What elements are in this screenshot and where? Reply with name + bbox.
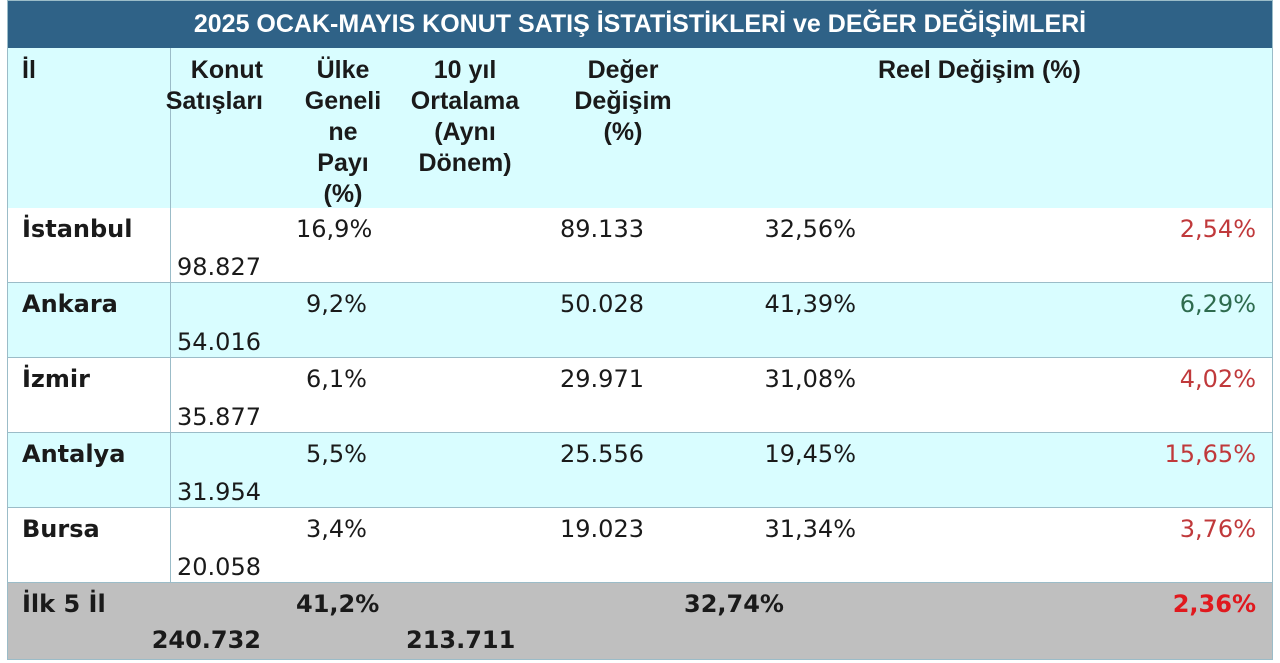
- cell-il: İstanbul: [22, 215, 133, 243]
- cell-ortalama: 50.028: [560, 290, 644, 318]
- column-divider: [170, 433, 171, 507]
- cell-reel: 4,02%: [1179, 365, 1256, 393]
- table-row: Antalya 31.954 5,5% 25.556 19,45% 15,65%: [8, 433, 1272, 508]
- cell-deger: 31,08%: [764, 365, 856, 393]
- table-row: İstanbul 98.827 16,9% 89.133 32,56% 2,54…: [8, 208, 1272, 283]
- cell-konut: 54.016: [177, 328, 261, 356]
- cell-konut: 35.877: [177, 403, 261, 431]
- header-ulke-geneli-payi: Ülke Geneli ne Payı (%): [304, 56, 382, 208]
- stats-table: 2025 OCAK-MAYIS KONUT SATIŞ İSTATİSTİKLE…: [7, 0, 1273, 660]
- cell-il: Bursa: [22, 515, 100, 543]
- header-10-yil-ortalama: 10 yıl Ortalama (Aynı Dönem): [410, 56, 520, 177]
- cell-reel: 3,76%: [1179, 515, 1256, 543]
- cell-deger: 19,45%: [764, 440, 856, 468]
- cell-deger: 41,39%: [764, 290, 856, 318]
- cell-deger: 32,56%: [764, 215, 856, 243]
- table-row: Ankara 54.016 9,2% 50.028 41,39% 6,29%: [8, 283, 1272, 358]
- header-konut-satislari: Konut Satışları: [165, 56, 263, 115]
- header-deger-degisim: Değer Değişim (%): [574, 56, 672, 146]
- total-pay: 41,2%: [296, 590, 380, 618]
- cell-pay: 16,9%: [296, 215, 373, 243]
- cell-pay: 3,4%: [306, 515, 367, 543]
- cell-konut: 98.827: [177, 253, 261, 281]
- cell-il: İzmir: [22, 365, 90, 393]
- total-konut: 240.732: [151, 626, 261, 654]
- total-ortalama: 213.711: [406, 626, 516, 654]
- column-divider: [170, 508, 171, 582]
- cell-pay: 9,2%: [306, 290, 367, 318]
- cell-ortalama: 19.023: [560, 515, 644, 543]
- column-divider: [170, 48, 171, 208]
- total-il: İlk 5 İl: [22, 590, 106, 618]
- cell-ortalama: 29.971: [560, 365, 644, 393]
- cell-pay: 6,1%: [306, 365, 367, 393]
- header-row: İl Konut Satışları Ülke Geneli ne Payı (…: [8, 48, 1272, 209]
- header-il: İl: [22, 56, 36, 84]
- column-divider: [170, 208, 171, 282]
- total-row: İlk 5 İl 240.732 41,2% 213.711 32,74% 2,…: [8, 583, 1272, 659]
- cell-ortalama: 25.556: [560, 440, 644, 468]
- header-reel-degisim: Reel Değişim (%): [878, 56, 1081, 84]
- cell-konut: 20.058: [177, 553, 261, 581]
- table-title: 2025 OCAK-MAYIS KONUT SATIŞ İSTATİSTİKLE…: [8, 1, 1272, 48]
- cell-reel: 2,54%: [1179, 215, 1256, 243]
- cell-konut: 31.954: [177, 478, 261, 506]
- table-row: İzmir 35.877 6,1% 29.971 31,08% 4,02%: [8, 358, 1272, 433]
- table-row: Bursa 20.058 3,4% 19.023 31,34% 3,76%: [8, 508, 1272, 583]
- cell-reel: 6,29%: [1179, 290, 1256, 318]
- cell-il: Ankara: [22, 290, 118, 318]
- cell-ortalama: 89.133: [560, 215, 644, 243]
- cell-il: Antalya: [22, 440, 126, 468]
- cell-reel: 15,65%: [1164, 440, 1256, 468]
- column-divider: [170, 358, 171, 432]
- column-divider: [170, 283, 171, 357]
- cell-deger: 31,34%: [764, 515, 856, 543]
- total-deger: 32,74%: [684, 590, 784, 618]
- total-reel: 2,36%: [1172, 590, 1256, 618]
- cell-pay: 5,5%: [306, 440, 367, 468]
